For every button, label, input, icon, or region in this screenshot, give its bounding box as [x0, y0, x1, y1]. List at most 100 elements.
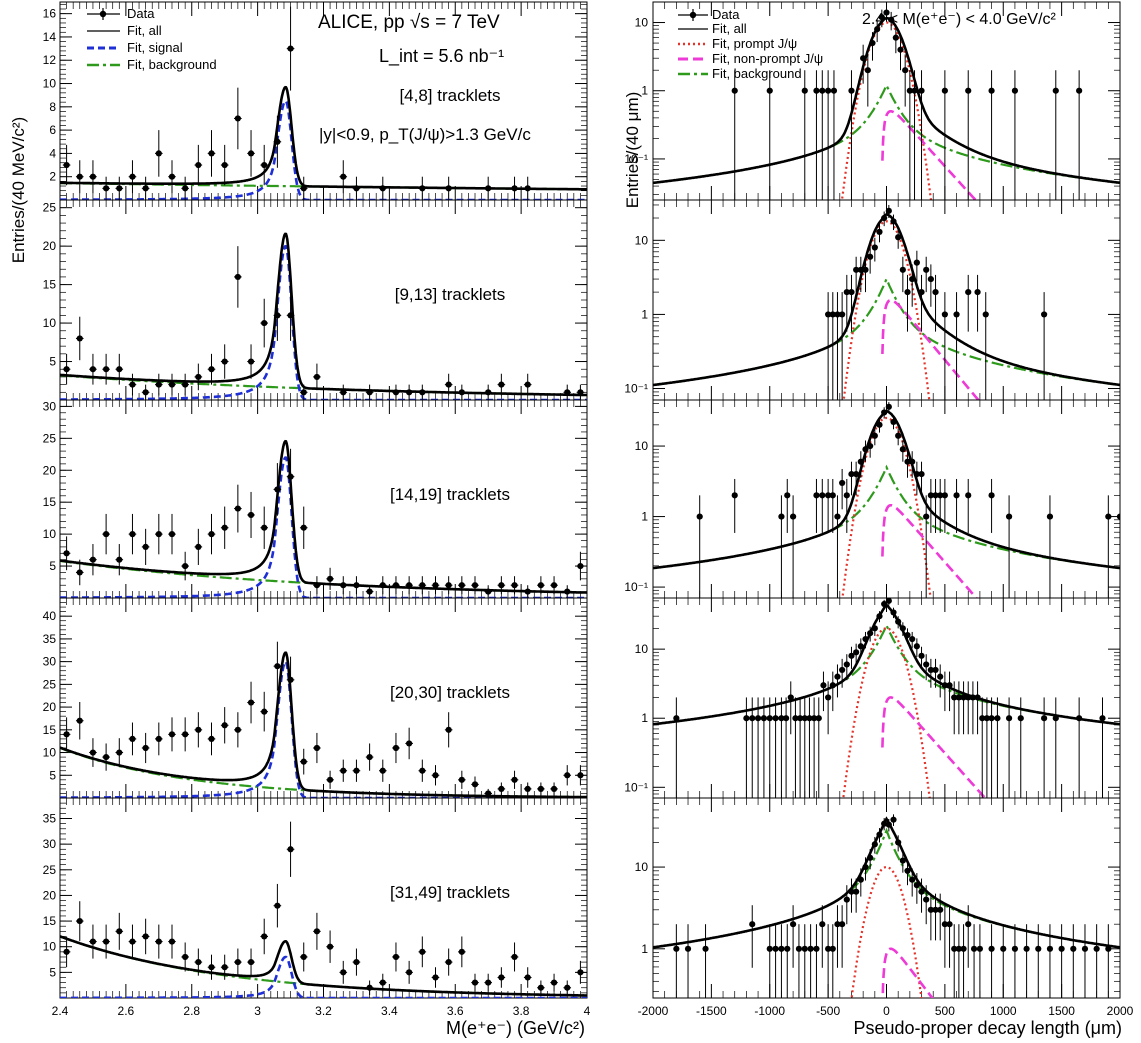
data-point: [524, 381, 531, 388]
data-point: [904, 631, 911, 639]
data-point: [76, 173, 83, 180]
data-point: [825, 945, 832, 952]
data-point: [778, 945, 785, 952]
y-tick-label: 20: [43, 888, 57, 902]
y-tick-label: 10: [43, 940, 57, 954]
data-point: [419, 767, 426, 774]
data-point: [797, 715, 804, 722]
data-point: [899, 625, 906, 632]
data-point: [142, 933, 149, 940]
y-tick-label: 10: [635, 233, 649, 247]
fit-all-curve: [653, 212, 1120, 387]
data-point: [1070, 945, 1077, 952]
y-tick-label: 10: [43, 746, 57, 760]
data-point: [261, 933, 268, 940]
data-point: [890, 218, 897, 225]
data-point: [983, 715, 991, 722]
data-point: [766, 87, 773, 94]
data-point: [89, 366, 97, 373]
data-point: [813, 945, 820, 952]
left-fit-curves: [60, 651, 587, 798]
data-point: [379, 979, 386, 986]
tracklets-label: [31,49] tracklets: [390, 883, 510, 902]
data-point: [829, 682, 836, 689]
left-fit-curves: [60, 439, 587, 598]
data-point: [913, 643, 920, 650]
left-legend: Data Fit, all Fit, signal Fit, backgroun…: [87, 6, 217, 72]
data-point: [848, 471, 855, 478]
fit-background-curve: [653, 622, 1120, 726]
data-point: [353, 185, 360, 192]
data-point: [909, 876, 916, 883]
tracklets-label: [14,19] tracklets: [390, 485, 510, 504]
data-point: [182, 562, 189, 570]
data-point: [247, 511, 255, 519]
fit-nonprompt-curve: [881, 298, 980, 400]
data-point: [221, 161, 228, 169]
data-point: [862, 446, 869, 453]
data-point: [432, 772, 439, 779]
data-point: [871, 625, 878, 632]
data-point: [853, 266, 860, 273]
y-tick-label: 30: [43, 399, 57, 413]
data-point: [1005, 715, 1013, 722]
data-point: [787, 694, 794, 701]
data-point: [918, 289, 925, 296]
data-point: [965, 694, 972, 701]
data-point: [89, 749, 97, 756]
y-tick-label: 25: [43, 677, 57, 691]
x-tick-label: -2000: [638, 1004, 669, 1018]
data-point: [524, 785, 531, 793]
data-point: [988, 492, 995, 499]
y-tick-label: 1: [641, 84, 648, 98]
y-tick-label: 15: [43, 278, 57, 292]
data-point: [955, 694, 962, 701]
data-point: [419, 389, 426, 396]
data-point: [937, 673, 944, 680]
data-point: [839, 666, 846, 674]
data-point: [1035, 945, 1042, 952]
left-fit-curves: [60, 85, 587, 200]
data-point: [766, 715, 773, 722]
data-point: [208, 150, 215, 157]
fit-signal-curve: [60, 244, 587, 400]
left-data-points: [62, 448, 585, 598]
y-tick-label: 20: [43, 463, 57, 477]
data-point: [274, 486, 281, 493]
data-point: [89, 173, 97, 180]
data-point: [445, 185, 452, 192]
data-point: [976, 945, 984, 952]
data-point: [116, 928, 123, 935]
y-tick-label: 15: [43, 723, 57, 737]
data-point: [918, 888, 925, 895]
y-tick-label: 6: [49, 123, 56, 137]
data-point: [234, 505, 241, 512]
data-point: [895, 432, 902, 439]
data-point: [829, 311, 836, 318]
data-point: [221, 722, 228, 729]
y-tick-label: 10: [635, 439, 649, 453]
y-tick-label: 10: [43, 527, 57, 541]
data-point: [1041, 311, 1048, 318]
legend-r-prompt-label: Fit, prompt J/ψ: [712, 36, 797, 51]
data-point: [906, 87, 913, 94]
data-point: [366, 753, 373, 761]
data-point: [965, 289, 972, 296]
data-point: [274, 138, 281, 145]
data-point: [772, 715, 779, 722]
data-point: [537, 984, 544, 991]
data-point: [941, 492, 948, 499]
y-tick-label: 20: [43, 700, 57, 714]
data-point: [419, 185, 426, 192]
y-tick-label: 10⁻¹: [624, 580, 648, 594]
data-point: [326, 943, 334, 950]
x-tick-label: 2.6: [118, 1004, 135, 1018]
data-point: [498, 785, 505, 793]
data-point: [782, 715, 790, 722]
data-point: [778, 715, 785, 722]
data-point: [261, 524, 268, 531]
data-point: [182, 953, 189, 961]
data-point: [498, 974, 505, 981]
left-data-points: [62, 641, 585, 798]
